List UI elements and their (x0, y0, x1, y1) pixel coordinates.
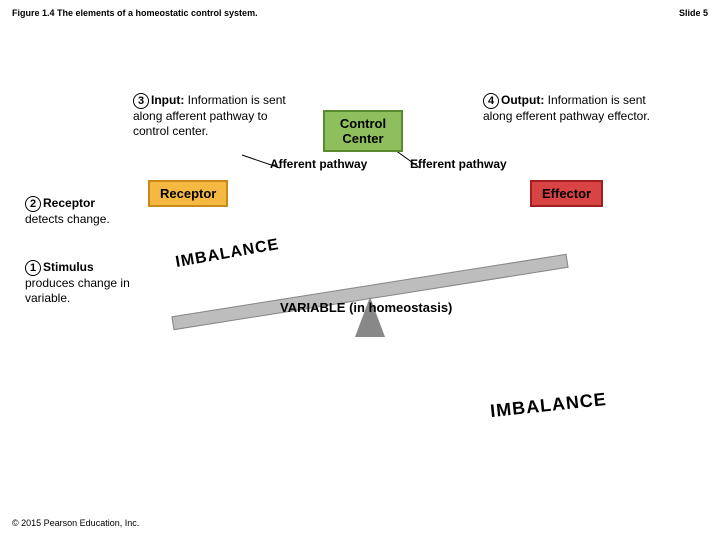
step-1-circle: 1 (25, 260, 41, 276)
slide-number: Slide 5 (679, 8, 708, 18)
figure-title: Figure 1.4 The elements of a homeostatic… (12, 8, 258, 18)
step-2-text: 2Receptor detects change. (25, 196, 145, 227)
receptor-box: Receptor (148, 180, 228, 207)
efferent-label: Efferent pathway (410, 157, 507, 171)
step-2-circle: 2 (25, 196, 41, 212)
copyright: © 2015 Pearson Education, Inc. (12, 518, 139, 528)
afferent-label: Afferent pathway (270, 157, 367, 171)
control-center-box: Control Center (323, 110, 403, 152)
effector-box: Effector (530, 180, 603, 207)
seesaw (170, 265, 570, 385)
imbalance-bottom: IMBALANCE (489, 389, 608, 422)
step-1-text: 1Stimulus produces change in variable. (25, 260, 135, 306)
step-3-circle: 3 (133, 93, 149, 109)
step-4-circle: 4 (483, 93, 499, 109)
step-3-text: 3Input: Information is sent along affere… (133, 93, 298, 139)
step-4-text: 4Output: Information is sent along effer… (483, 93, 658, 124)
variable-label: VARIABLE (in homeostasis) (280, 300, 452, 315)
